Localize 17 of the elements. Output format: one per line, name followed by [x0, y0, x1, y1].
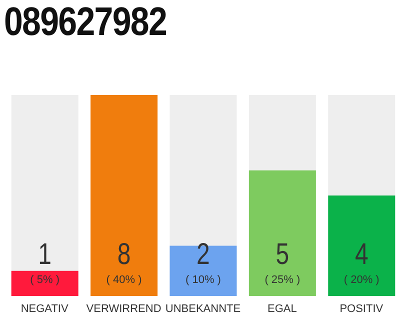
- data-label: 5: [276, 236, 290, 271]
- data-label: 2: [196, 236, 210, 271]
- data-label: 4: [354, 236, 368, 271]
- annotation: ( 25% ): [264, 274, 300, 286]
- annotation: ( 20% ): [344, 274, 380, 286]
- bar: [11, 270, 78, 296]
- x-tick-label: NEGATIV: [20, 302, 69, 315]
- data-label: 8: [117, 236, 131, 271]
- chart-title: 089627982: [4, 0, 167, 45]
- annotation: ( 5% ): [30, 274, 60, 286]
- x-tick-label: EGAL: [268, 302, 297, 315]
- x-tick-label: UNBEKANNTE: [165, 302, 241, 315]
- data-label: 1: [38, 236, 52, 271]
- annotation: ( 40% ): [106, 274, 142, 286]
- x-tick-label: VERWIRREND: [86, 302, 162, 315]
- annotation: ( 10% ): [186, 274, 221, 286]
- x-tick-label: POSITIV: [340, 302, 384, 315]
